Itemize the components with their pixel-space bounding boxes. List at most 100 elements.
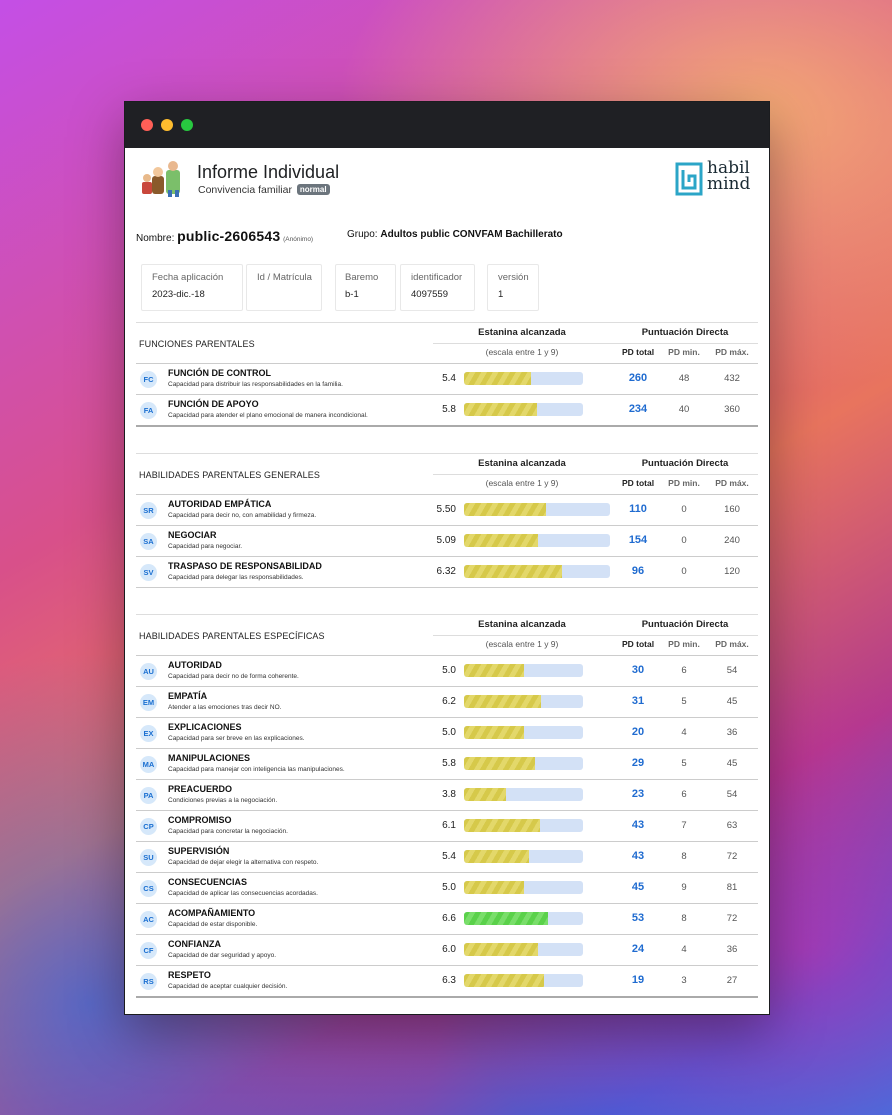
scale-code-badge: SU xyxy=(140,849,157,866)
scale-description: Capacidad de estar disponible. xyxy=(168,921,258,928)
scale-name: FUNCIÓN DE CONTROL xyxy=(168,368,271,378)
section-title: HABILIDADES PARENTALES GENERALES xyxy=(139,470,320,480)
scale-code-badge: CP xyxy=(140,818,157,835)
window-titlebar xyxy=(125,102,769,148)
estanina-score: 5.8 xyxy=(442,404,456,415)
table-row: FA FUNCIÓN DE APOYO Capacidad para atender… xyxy=(136,394,758,425)
estanina-bar-fill xyxy=(464,372,531,385)
name-label: Nombre: xyxy=(136,233,175,244)
pd-max-header: PD máx. xyxy=(715,347,749,357)
pd-max-header: PD máx. xyxy=(715,639,749,649)
scale-code-badge: EX xyxy=(140,725,157,742)
scale-code-badge: CS xyxy=(140,880,157,897)
pd-max-value: 160 xyxy=(724,504,740,515)
scale-description: Capacidad de dejar elegir la alternativa… xyxy=(168,859,319,866)
puntuacion-header: Puntuación Directa xyxy=(641,619,729,630)
section-divider xyxy=(136,996,758,998)
scale-description: Capacidad para decir no, con amabilidad … xyxy=(168,512,317,519)
table-row: SU SUPERVISIÓN Capacidad de dejar elegir l… xyxy=(136,841,758,872)
section-divider xyxy=(136,425,758,427)
pd-max-value: 54 xyxy=(726,665,738,676)
scale-code-badge: SR xyxy=(140,502,157,519)
person-group: Grupo: Adultos public CONVFAM Bachillera… xyxy=(347,229,563,240)
pd-total-value: 19 xyxy=(631,974,645,986)
header-divider xyxy=(433,474,758,475)
logo-text: habil mind xyxy=(707,158,750,193)
header-divider xyxy=(433,635,758,636)
estanina-score: 6.1 xyxy=(442,820,456,831)
family-icon xyxy=(142,161,180,197)
status-badge: normal xyxy=(296,184,330,195)
estanina-bar xyxy=(464,403,583,416)
pd-min-value: 40 xyxy=(678,404,690,415)
estanina-bar xyxy=(464,912,583,925)
close-window-button[interactable] xyxy=(141,119,153,131)
scale-code-badge: EM xyxy=(140,694,157,711)
puntuacion-header: Puntuación Directa xyxy=(641,458,729,469)
estanina-bar-fill xyxy=(464,534,539,547)
estanina-score: 6.0 xyxy=(442,944,456,955)
estanina-bar-fill xyxy=(464,912,549,925)
pd-max-value: 36 xyxy=(726,944,738,955)
estanina-score: 6.3 xyxy=(442,975,456,986)
anonymous-label: (Anónimo) xyxy=(283,236,314,243)
pd-max-value: 54 xyxy=(726,789,738,800)
estanina-score: 5.0 xyxy=(442,882,456,893)
estanina-score: 5.4 xyxy=(442,373,456,384)
pd-min-value: 6 xyxy=(681,665,687,676)
estanina-score: 3.8 xyxy=(442,789,456,800)
section-title: HABILIDADES PARENTALES ESPECÍFICAS xyxy=(139,631,325,641)
estanina-bar-fill xyxy=(464,664,524,677)
pd-total-value: 110 xyxy=(629,503,647,515)
report-header: Informe Individual Convivencia familiar … xyxy=(136,148,758,208)
info-label: identificador xyxy=(411,272,463,283)
pd-min-value: 4 xyxy=(681,944,687,955)
estanina-score: 5.09 xyxy=(436,535,456,546)
estanina-bar-fill xyxy=(464,881,524,894)
pd-max-header: PD máx. xyxy=(715,478,749,488)
table-row: SV TRASPASO DE RESPONSABILIDAD Capacidad p… xyxy=(136,556,758,587)
info-box-baremo: Baremo b-1 xyxy=(335,264,396,311)
logo-line-1: habil xyxy=(707,158,750,178)
puntuacion-header: Puntuación Directa xyxy=(641,327,729,338)
estanina-bar-fill xyxy=(464,943,538,956)
scale-description: Atender a las emociones tras decir NO. xyxy=(168,704,282,711)
section-table: HABILIDADES PARENTALES GENERALES Estanina… xyxy=(136,453,758,588)
table-row: EM EMPATÍA Atender a las emociones tras de… xyxy=(136,686,758,717)
header-divider xyxy=(433,343,758,344)
info-box-fecha: Fecha aplicación 2023-dic.-18 xyxy=(141,264,243,311)
scale-description: Capacidad para decir no de forma coheren… xyxy=(168,673,299,680)
estanina-bar xyxy=(464,943,583,956)
estanina-bar xyxy=(464,850,583,863)
scale-code-badge: AU xyxy=(140,663,157,680)
scale-code-badge: MA xyxy=(140,756,157,773)
person-name: Nombre: public-2606543 (Anónimo) xyxy=(136,228,313,244)
pd-total-value: 53 xyxy=(631,912,645,924)
group-label: Grupo: xyxy=(347,229,378,240)
pd-total-header: PD total xyxy=(621,347,655,357)
table-row: PA PREACUERDO Condiciones previas a la neg… xyxy=(136,779,758,810)
estanina-bar xyxy=(464,881,583,894)
pd-max-value: 81 xyxy=(726,882,738,893)
maximize-window-button[interactable] xyxy=(181,119,193,131)
pd-total-header: PD total xyxy=(621,639,655,649)
report-window: Informe Individual Convivencia familiar … xyxy=(124,101,770,1015)
scale-description: Capacidad para manejar con inteligencia … xyxy=(168,766,345,773)
habilmind-logo: habil mind xyxy=(675,158,755,198)
pd-max-value: 63 xyxy=(726,820,738,831)
minimize-window-button[interactable] xyxy=(161,119,173,131)
info-value: b-1 xyxy=(345,289,359,300)
info-box-identificador: identificador 4097559 xyxy=(400,264,475,311)
section-header: HABILIDADES PARENTALES GENERALES Estanina… xyxy=(136,453,758,494)
estanina-bar xyxy=(464,565,610,578)
estanina-bar xyxy=(464,372,583,385)
table-row: AU AUTORIDAD Capacidad para decir no de fo… xyxy=(136,655,758,686)
scale-name: CONSECUENCIAS xyxy=(168,877,248,887)
pd-min-value: 5 xyxy=(681,758,687,769)
estanina-bar-fill xyxy=(464,819,541,832)
subtitle-text: Convivencia familiar xyxy=(198,184,292,196)
scale-code-badge: FA xyxy=(140,402,157,419)
pd-max-value: 45 xyxy=(726,758,738,769)
report-subtitle: Convivencia familiar normal xyxy=(198,184,330,196)
info-label: Fecha aplicación xyxy=(152,272,224,283)
